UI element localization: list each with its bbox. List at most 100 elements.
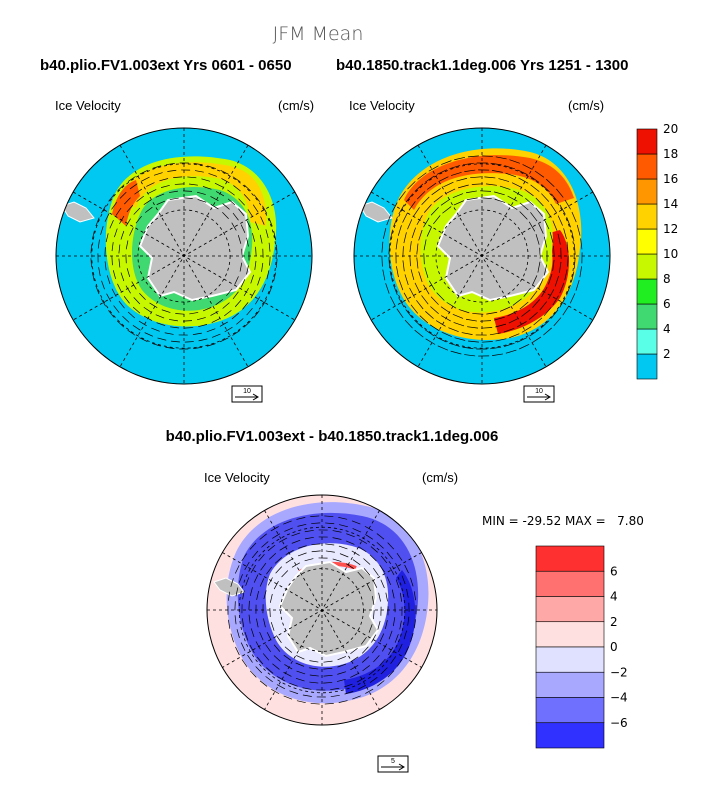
- velocity-vector: [552, 259, 555, 271]
- velocity-vector: [227, 189, 235, 196]
- velocity-vector: [522, 164, 533, 170]
- velocity-vector: [245, 577, 250, 586]
- left-south-america: [61, 201, 95, 223]
- right-units-label: (cm/s): [568, 98, 604, 113]
- velocity-vector: [192, 332, 202, 335]
- velocity-vector: [539, 247, 541, 259]
- velocity-vector: [265, 644, 272, 653]
- velocity-vector: [224, 310, 232, 317]
- velocity-vector: [268, 285, 273, 295]
- velocity-vector: [104, 213, 110, 222]
- velocity-vector: [255, 246, 257, 256]
- velocity-vector: [431, 188, 441, 196]
- left-reference-vector: 10: [231, 385, 263, 403]
- velocity-vector: [210, 196, 219, 201]
- velocity-vector: [243, 287, 249, 297]
- velocity-vector: [125, 240, 129, 250]
- velocity-vector: [450, 171, 462, 176]
- velocity-vector: [259, 578, 265, 587]
- velocity-vector: [267, 544, 276, 552]
- left-reference-vector-label: 10: [243, 388, 251, 395]
- velocity-vector: [324, 703, 334, 705]
- velocity-vector: [556, 188, 564, 198]
- difference-colorbar: 6 4 2 0 −2 −4 −6: [535, 545, 628, 749]
- velocity-vector: [388, 646, 394, 656]
- velocity-vector: [231, 222, 237, 231]
- velocity-vector: [467, 155, 479, 158]
- difference-band-max: [344, 570, 416, 694]
- velocity-vector: [244, 561, 250, 570]
- velocity-vector: [118, 258, 121, 268]
- velocity-vector: [461, 332, 473, 335]
- velocity-vector: [206, 328, 216, 333]
- velocity-vector: [215, 299, 223, 306]
- velocity-vector: [143, 306, 152, 313]
- velocity-vector: [363, 558, 371, 565]
- velocity-vector: [238, 574, 243, 583]
- velocity-vector: [495, 338, 507, 342]
- velocity-vector: [467, 340, 479, 343]
- velocity-vector: [241, 618, 245, 628]
- velocity-vector: [569, 293, 576, 304]
- left-map-gridlines: [56, 128, 312, 384]
- velocity-vector: [481, 327, 493, 329]
- velocity-vector: [424, 267, 429, 278]
- velocity-vector: [165, 346, 175, 349]
- velocity-vector: [346, 533, 355, 538]
- velocity-vector: [397, 225, 402, 236]
- velocity-vector: [396, 552, 403, 561]
- velocity-vector: [492, 353, 504, 356]
- velocity-vector: [428, 165, 439, 172]
- velocity-vector: [513, 190, 523, 197]
- velocity-vector: [183, 197, 193, 199]
- velocity-vector: [252, 204, 259, 213]
- velocity-vector: [410, 269, 415, 281]
- difference-map-gridlines: [207, 495, 437, 725]
- velocity-vector: [242, 302, 249, 310]
- velocity-vector: [525, 197, 534, 206]
- velocity-vector: [377, 680, 385, 687]
- colorbar-segment: [636, 278, 658, 305]
- velocity-vector: [168, 190, 178, 193]
- velocity-vector: [221, 178, 230, 184]
- velocity-vector: [409, 287, 415, 298]
- velocity-vector: [393, 216, 398, 228]
- velocity-vector: [403, 292, 410, 303]
- velocity-vector: [266, 667, 274, 674]
- velocity-vector: [255, 296, 261, 305]
- velocity-vector: [106, 275, 111, 285]
- velocity-vector: [219, 321, 228, 327]
- colorbar-segment: [636, 253, 658, 280]
- velocity-vector: [399, 592, 403, 602]
- velocity-vector: [271, 688, 280, 695]
- velocity-vector: [259, 631, 264, 641]
- velocity-vector: [409, 255, 411, 267]
- colorbar-segment: [535, 722, 605, 749]
- velocity-vector: [387, 670, 395, 678]
- velocity-vector: [436, 336, 447, 343]
- velocity-vector: [366, 582, 371, 592]
- velocity-vector: [351, 550, 360, 556]
- velocity-vector: [241, 553, 248, 562]
- velocity-vector: [146, 182, 155, 187]
- velocity-vector: [575, 279, 580, 291]
- velocity-vector: [122, 315, 130, 323]
- velocity-vector: [386, 214, 391, 226]
- velocity-vector: [425, 338, 436, 345]
- velocity-vector: [361, 656, 370, 663]
- velocity-vector: [232, 330, 241, 336]
- velocity-vector: [143, 199, 152, 206]
- velocity-vector: [246, 237, 249, 247]
- velocity-vector: [304, 536, 314, 540]
- colorbar-tick-label: 2: [663, 347, 671, 361]
- velocity-vector: [270, 622, 275, 631]
- velocity-vector: [92, 230, 95, 240]
- velocity-vector: [519, 344, 530, 350]
- velocity-vector: [143, 315, 153, 321]
- velocity-vector: [393, 617, 396, 627]
- colorbar-tick-label: −2: [610, 665, 628, 679]
- velocity-vector: [337, 656, 347, 661]
- velocity-vector: [201, 178, 211, 182]
- velocity-vector: [260, 562, 267, 571]
- velocity-vector: [157, 337, 167, 341]
